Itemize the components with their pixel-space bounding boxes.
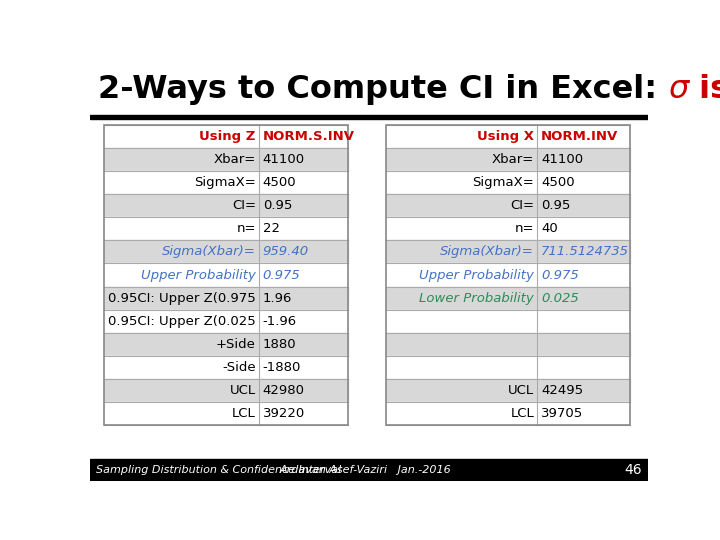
Text: 42980: 42980	[263, 384, 305, 397]
Text: NORM.INV: NORM.INV	[541, 130, 618, 143]
Text: SigmaX=: SigmaX=	[472, 176, 534, 189]
Bar	[104, 240, 348, 264]
Text: 4500: 4500	[541, 176, 575, 189]
Text: 40: 40	[541, 222, 558, 235]
Text: Using X: Using X	[477, 130, 534, 143]
Bar	[104, 148, 348, 171]
Text: 0.975: 0.975	[541, 268, 579, 281]
Text: 2-Ways to Compute CI in Excel:: 2-Ways to Compute CI in Excel:	[98, 75, 668, 105]
Bar	[104, 309, 348, 333]
Text: Upper Probability: Upper Probability	[419, 268, 534, 281]
Text: -Side: -Side	[222, 361, 256, 374]
Text: 711.5124735: 711.5124735	[541, 245, 629, 259]
Bar	[386, 194, 630, 217]
Text: 1.96: 1.96	[263, 292, 292, 305]
Text: 4500: 4500	[263, 176, 297, 189]
Text: 22: 22	[263, 222, 280, 235]
Text: Xbar=: Xbar=	[492, 153, 534, 166]
Text: 46: 46	[624, 463, 642, 477]
Bar	[386, 125, 630, 148]
Text: Using Z: Using Z	[199, 130, 256, 143]
Text: 1880: 1880	[263, 338, 297, 351]
Text: Ardavan Asef-Vaziri   Jan.-2016: Ardavan Asef-Vaziri Jan.-2016	[279, 465, 451, 475]
Text: 0.95CI: Upper Z(0.025: 0.95CI: Upper Z(0.025	[108, 315, 256, 328]
Bar	[386, 333, 630, 356]
Bar	[90, 115, 648, 119]
Bar	[386, 171, 630, 194]
Text: Sampling Distribution & Confidence Interval: Sampling Distribution & Confidence Inter…	[96, 465, 341, 475]
Bar	[386, 217, 630, 240]
Text: Xbar=: Xbar=	[214, 153, 256, 166]
Bar	[104, 264, 348, 287]
Text: UCL: UCL	[230, 384, 256, 397]
Bar	[104, 287, 348, 309]
Text: 0.95: 0.95	[541, 199, 570, 212]
Text: 959.40: 959.40	[263, 245, 309, 259]
Text: n=: n=	[236, 222, 256, 235]
Text: NORM.S.INV: NORM.S.INV	[263, 130, 355, 143]
Text: LCL: LCL	[510, 407, 534, 420]
Text: CI=: CI=	[232, 199, 256, 212]
Bar	[104, 125, 348, 148]
Text: 0.95: 0.95	[263, 199, 292, 212]
Bar	[386, 402, 630, 425]
Bar	[104, 194, 348, 217]
Bar	[386, 356, 630, 379]
Bar	[90, 65, 648, 115]
Text: Lower Probability: Lower Probability	[419, 292, 534, 305]
Bar	[386, 379, 630, 402]
Text: SigmaX=: SigmaX=	[194, 176, 256, 189]
Text: 41100: 41100	[263, 153, 305, 166]
Text: +Side: +Side	[216, 338, 256, 351]
Text: 42495: 42495	[541, 384, 583, 397]
Bar	[104, 402, 348, 425]
Text: σ: σ	[668, 75, 688, 105]
Text: 39705: 39705	[541, 407, 583, 420]
Bar	[104, 171, 348, 194]
Text: LCL: LCL	[232, 407, 256, 420]
Text: is known: is known	[688, 75, 720, 105]
Text: Sigma(Xbar)=: Sigma(Xbar)=	[440, 245, 534, 259]
Text: 0.975: 0.975	[263, 268, 300, 281]
Bar	[386, 125, 630, 425]
Bar	[104, 333, 348, 356]
Text: -1880: -1880	[263, 361, 301, 374]
Text: n=: n=	[515, 222, 534, 235]
Text: 0.95CI: Upper Z(0.975: 0.95CI: Upper Z(0.975	[108, 292, 256, 305]
Text: CI=: CI=	[510, 199, 534, 212]
Bar	[104, 356, 348, 379]
Bar	[104, 217, 348, 240]
Bar	[386, 264, 630, 287]
Bar	[386, 287, 630, 309]
Bar	[386, 240, 630, 264]
Bar	[90, 459, 648, 481]
Text: UCL: UCL	[508, 384, 534, 397]
Bar	[386, 309, 630, 333]
Text: -1.96: -1.96	[263, 315, 297, 328]
Text: 41100: 41100	[541, 153, 583, 166]
Text: Upper Probability: Upper Probability	[141, 268, 256, 281]
Text: 39220: 39220	[263, 407, 305, 420]
Bar	[104, 379, 348, 402]
Bar	[104, 125, 348, 425]
Text: Sigma(Xbar)=: Sigma(Xbar)=	[162, 245, 256, 259]
Text: 0.025: 0.025	[541, 292, 579, 305]
Bar	[386, 148, 630, 171]
